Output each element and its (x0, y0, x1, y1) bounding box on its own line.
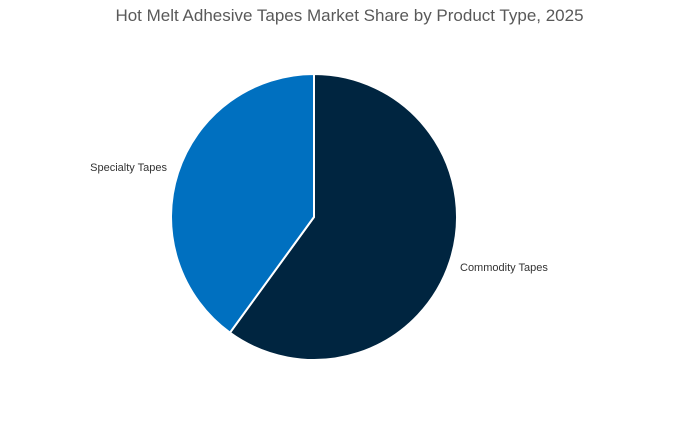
chart-title: Hot Melt Adhesive Tapes Market Share by … (115, 6, 584, 25)
slice-label: Specialty Tapes (90, 162, 167, 174)
pie-slice-commodity-tapes (228, 72, 458, 361)
pie-slice-specialty-tapes (170, 72, 315, 335)
slice-label: Commodity Tapes (460, 262, 548, 274)
